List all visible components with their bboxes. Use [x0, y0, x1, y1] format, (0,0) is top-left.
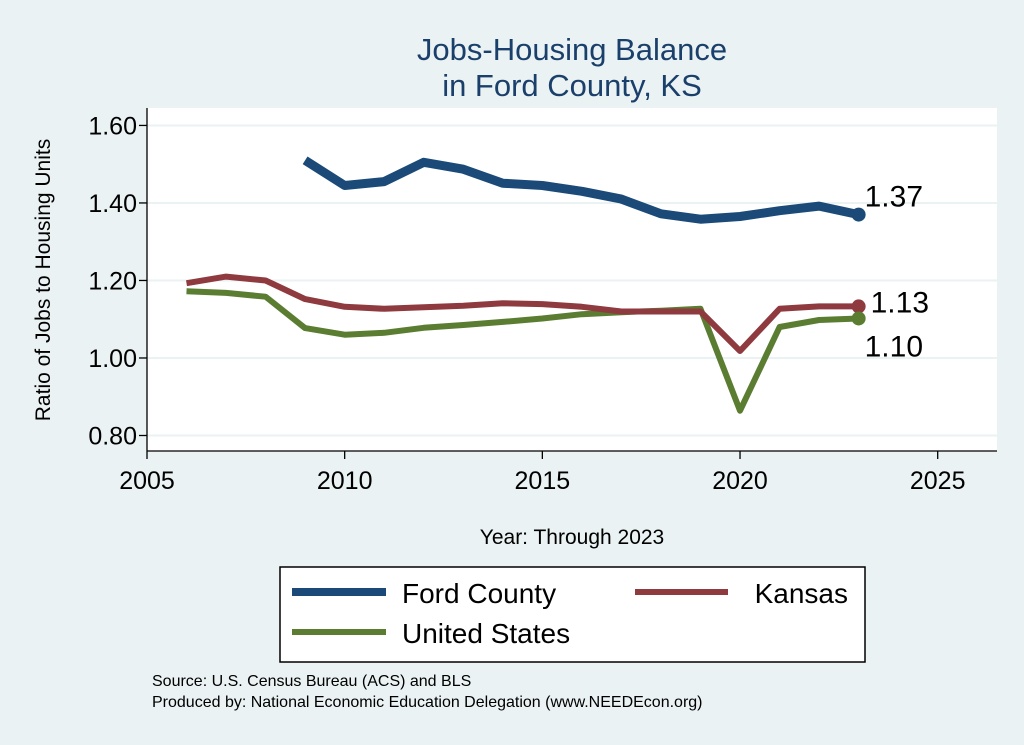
- end-point-united-states: [851, 311, 866, 326]
- y-tick-label: 1.40: [88, 190, 137, 218]
- end-labels: 1.37 1.13 1.10: [851, 181, 929, 363]
- axes: 0.80 1.00 1.20 1.40 1.60 2005 2010 2015 2020 2025: [88, 108, 997, 495]
- x-tick-label: 2020: [712, 467, 768, 495]
- series-line-ford-county: [302, 156, 860, 224]
- chart-title-line-1: Jobs-Housing Balance: [417, 32, 727, 67]
- legend-label-ford-county: Ford County: [402, 578, 556, 609]
- x-tick-label: 2010: [317, 467, 373, 495]
- x-tick-label: 2005: [119, 467, 175, 495]
- x-tick-label: 2015: [515, 467, 571, 495]
- end-point-kansas: [851, 299, 866, 314]
- legend: Ford County Kansas United States: [292, 578, 848, 649]
- legend-label-united-states: United States: [402, 618, 570, 649]
- end-label-ford-county: 1.37: [865, 181, 923, 214]
- end-label-united-states: 1.10: [865, 330, 923, 363]
- series-line-united-states: [186, 288, 859, 414]
- y-tick-label: 1.60: [88, 112, 137, 140]
- chart-title-line-2: in Ford County, KS: [442, 68, 702, 103]
- legend-box: [279, 566, 866, 663]
- x-axis-title: Year: Through 2023: [480, 526, 665, 549]
- series-line-kansas: [186, 273, 859, 354]
- y-tick-label: 0.80: [88, 422, 137, 450]
- y-axis-title: Ratio of Jobs to Housing Units: [32, 139, 55, 421]
- producer-note: Produced by: National Economic Education…: [152, 694, 703, 711]
- legend-label-kansas: Kansas: [755, 578, 848, 609]
- series-lines: [186, 156, 860, 414]
- x-tick-label: 2025: [910, 467, 966, 495]
- end-point-ford-county: [851, 207, 866, 222]
- y-tick-label: 1.20: [88, 267, 137, 295]
- source-note: Source: U.S. Census Bureau (ACS) and BLS: [152, 673, 471, 690]
- end-label-kansas: 1.13: [871, 286, 929, 319]
- y-tick-label: 1.00: [88, 345, 137, 373]
- gridlines: [147, 124, 997, 437]
